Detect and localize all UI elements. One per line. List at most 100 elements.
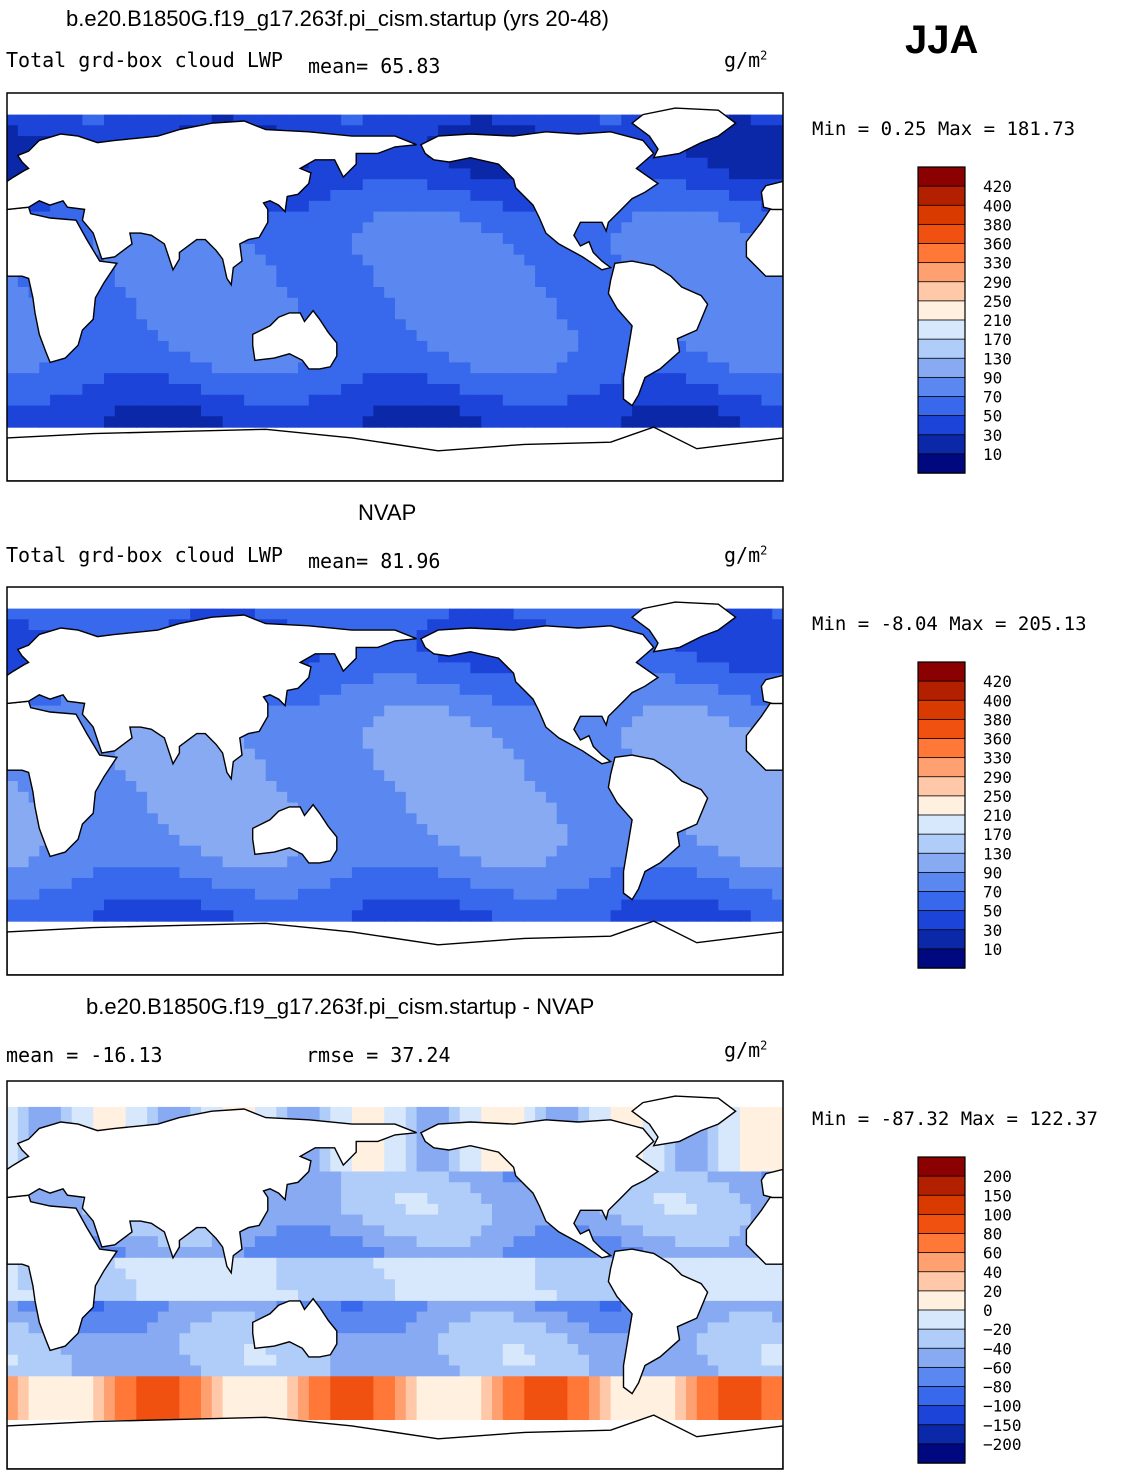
field-cell — [481, 1160, 493, 1173]
field-cell — [621, 1106, 633, 1119]
field-cell — [265, 1203, 278, 1216]
field-cell — [362, 1160, 375, 1173]
field-cell — [427, 910, 439, 922]
field-cell — [136, 297, 148, 310]
field-cell — [481, 233, 493, 245]
field-cell — [470, 727, 482, 739]
field-cell — [17, 1128, 30, 1140]
field-cell — [524, 802, 536, 814]
field-cell — [147, 748, 159, 761]
field-cell — [448, 759, 461, 771]
field-cell — [524, 287, 536, 299]
field-cell — [157, 254, 170, 267]
field-cell — [308, 287, 321, 299]
field-cell — [589, 867, 601, 879]
field-cell — [481, 770, 493, 782]
field-cell — [222, 791, 234, 804]
field-cell — [71, 878, 84, 890]
map-frame-model — [6, 92, 784, 482]
field-cell — [211, 856, 224, 868]
field-cell — [448, 416, 461, 428]
field-cell — [373, 114, 385, 126]
field-cell — [287, 845, 299, 858]
field-cell — [427, 608, 439, 620]
field-cell — [524, 405, 536, 417]
field-cell — [287, 265, 299, 277]
field-cell — [7, 114, 19, 126]
field-cell — [395, 340, 407, 353]
field-cell — [750, 416, 763, 428]
field-cell — [7, 351, 19, 364]
field-cell — [308, 608, 321, 620]
field-cell — [190, 416, 202, 428]
field-cell — [729, 619, 741, 631]
field-cell — [502, 737, 515, 750]
field-cell — [438, 362, 450, 374]
field-cell — [492, 233, 504, 245]
field-cell — [211, 373, 224, 385]
field-cell — [308, 211, 321, 223]
field-cell — [438, 770, 450, 782]
field-cell — [330, 384, 342, 396]
field-cell — [7, 340, 19, 353]
field-cell — [308, 716, 321, 728]
field-cell — [39, 1106, 51, 1119]
field-cell — [298, 243, 310, 256]
field-cell — [535, 308, 547, 320]
field-cell — [211, 867, 224, 879]
field-cell — [254, 608, 267, 620]
field-cell — [7, 630, 19, 642]
field-cell — [254, 856, 267, 868]
field-cell — [481, 276, 493, 288]
field-cell — [39, 416, 51, 428]
field-cell — [502, 910, 515, 922]
field-cell — [427, 222, 439, 234]
field-cell — [653, 405, 666, 417]
field-cell — [50, 619, 62, 631]
field-cell — [524, 297, 536, 310]
field-cell — [578, 308, 590, 320]
field-cell — [416, 770, 428, 782]
field-cell — [772, 1139, 783, 1151]
field-cell — [308, 384, 321, 396]
field-cell — [459, 416, 472, 428]
field-cell — [427, 716, 439, 728]
field-cell — [718, 1160, 730, 1173]
field-cell — [211, 781, 224, 793]
field-cell — [470, 265, 482, 277]
field-cell — [71, 394, 84, 407]
field-cell — [341, 340, 353, 353]
field-cell — [71, 114, 84, 126]
field-cell — [179, 813, 191, 825]
field-cell — [470, 824, 482, 836]
field-cell — [341, 867, 353, 879]
field-cell — [201, 330, 213, 342]
field-cell — [729, 233, 741, 245]
field-cell — [190, 608, 202, 620]
field-cell — [7, 1150, 19, 1162]
field-cell — [373, 1203, 385, 1216]
field-cell — [60, 211, 73, 223]
field-cell — [621, 694, 633, 707]
field-cell — [265, 373, 278, 385]
field-cell — [599, 802, 612, 814]
field-cell — [233, 845, 245, 858]
field-cell — [405, 802, 418, 814]
field-cell — [384, 287, 396, 299]
field-cell — [319, 791, 331, 804]
field-cell — [373, 157, 385, 170]
field-cell — [427, 899, 439, 911]
field-cell — [481, 330, 493, 342]
field-cell — [524, 222, 536, 234]
field-cell — [772, 878, 783, 890]
field-cell — [481, 727, 493, 739]
field-cell — [351, 394, 364, 407]
field-cell — [718, 200, 730, 213]
field-cell — [93, 308, 105, 320]
field-cell — [599, 1106, 612, 1119]
field-cell — [125, 297, 137, 310]
field-cell — [298, 276, 310, 288]
field-cell — [427, 373, 439, 385]
field-cell — [405, 125, 418, 137]
field-cell — [362, 384, 375, 396]
